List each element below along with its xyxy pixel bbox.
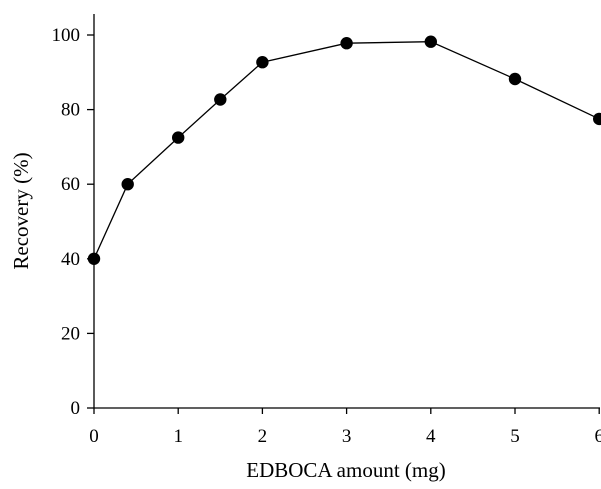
data-point [593, 112, 601, 126]
x-tick-label: 3 [342, 426, 352, 447]
y-tick-label: 0 [71, 398, 81, 419]
x-tick-label: 6 [594, 426, 601, 447]
data-point [424, 35, 437, 48]
x-tick-label: 1 [173, 426, 183, 447]
x-tick-label: 0 [89, 426, 99, 447]
y-axis-title: Recovery (%) [9, 152, 33, 269]
y-tick-label: 40 [61, 249, 80, 270]
x-tick-label: 5 [510, 426, 520, 447]
axes [93, 14, 600, 409]
y-tick-label: 20 [61, 323, 80, 344]
y-tick-label: 60 [61, 174, 80, 195]
data-point [172, 131, 185, 144]
x-axis-title: EDBOCA amount (mg) [246, 458, 446, 482]
y-tick-label: 100 [52, 25, 81, 46]
x-tick-label: 2 [258, 426, 268, 447]
x-tick-label: 4 [426, 426, 436, 447]
y-ticks: 0 20 40 60 80 100 [52, 25, 94, 419]
data-points [87, 35, 601, 265]
data-point [508, 72, 522, 86]
data-point [121, 178, 134, 191]
data-point [87, 252, 101, 265]
series-line [93, 41, 600, 260]
x-ticks: 0 1 2 3 4 5 6 [89, 408, 601, 447]
data-point [214, 93, 227, 106]
y-tick-label: 80 [61, 100, 80, 121]
data-point [340, 37, 353, 50]
data-point [256, 56, 269, 69]
